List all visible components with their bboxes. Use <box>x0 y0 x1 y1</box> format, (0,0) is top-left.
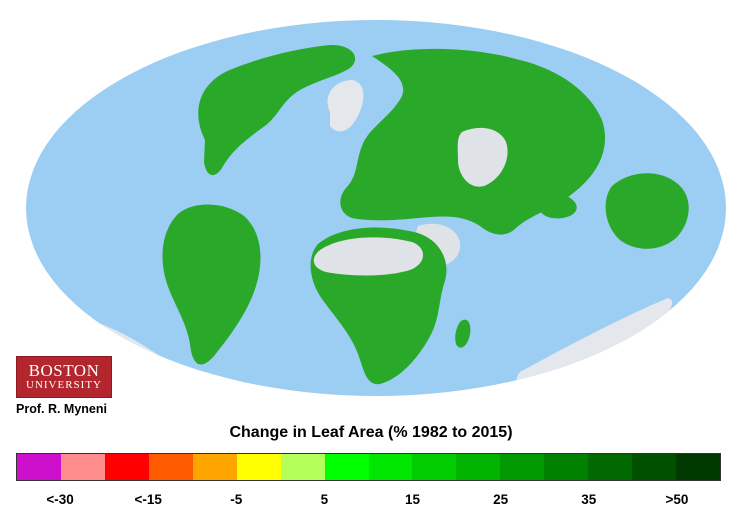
boston-university-logo: BOSTON UNIVERSITY <box>16 356 112 398</box>
legend-label-6: 35 <box>581 492 597 507</box>
legend-labels: <-30 <-15 -5 5 15 25 35 >50 <box>0 492 742 512</box>
color-legend-bar <box>16 453 721 481</box>
legend-swatch-8 <box>368 454 413 480</box>
legend-label-0: <-30 <box>46 492 74 507</box>
north-america <box>198 44 356 176</box>
legend-swatch-0 <box>17 454 61 480</box>
legend-swatch-7 <box>324 454 369 480</box>
legend-label-4: 15 <box>405 492 421 507</box>
legend-swatch-6 <box>280 454 325 480</box>
legend-swatch-15 <box>676 454 720 480</box>
legend-swatch-10 <box>456 454 501 480</box>
legend-swatch-1 <box>60 454 105 480</box>
legend-label-2: -5 <box>230 492 243 507</box>
world-leaf-area-map <box>26 20 726 396</box>
madagascar <box>455 319 471 348</box>
sahara-desert <box>313 237 424 276</box>
logo-line2: UNIVERSITY <box>26 379 102 391</box>
legend-swatch-3 <box>148 454 193 480</box>
author-credit: Prof. R. Myneni <box>16 402 107 416</box>
legend-swatch-12 <box>544 454 589 480</box>
greenland-ice <box>327 80 364 132</box>
legend-label-7: >50 <box>665 492 689 507</box>
legend-swatch-5 <box>236 454 281 480</box>
legend-title: Change in Leaf Area (% 1982 to 2015) <box>229 424 513 441</box>
legend-swatch-13 <box>588 454 633 480</box>
legend-swatch-9 <box>412 454 457 480</box>
antarctica-ice-east <box>516 298 673 393</box>
legend-swatch-4 <box>192 454 237 480</box>
southeast-asia <box>537 193 577 219</box>
legend-label-5: 25 <box>493 492 509 507</box>
australia <box>605 173 689 249</box>
legend-swatch-14 <box>632 454 677 480</box>
legend-label-3: 5 <box>320 492 329 507</box>
logo-line1: BOSTON <box>28 361 100 380</box>
legend-swatch-2 <box>104 454 149 480</box>
legend-label-1: <-15 <box>134 492 162 507</box>
south-america <box>162 204 261 365</box>
legend-swatch-11 <box>500 454 545 480</box>
central-asia-desert <box>457 127 508 187</box>
